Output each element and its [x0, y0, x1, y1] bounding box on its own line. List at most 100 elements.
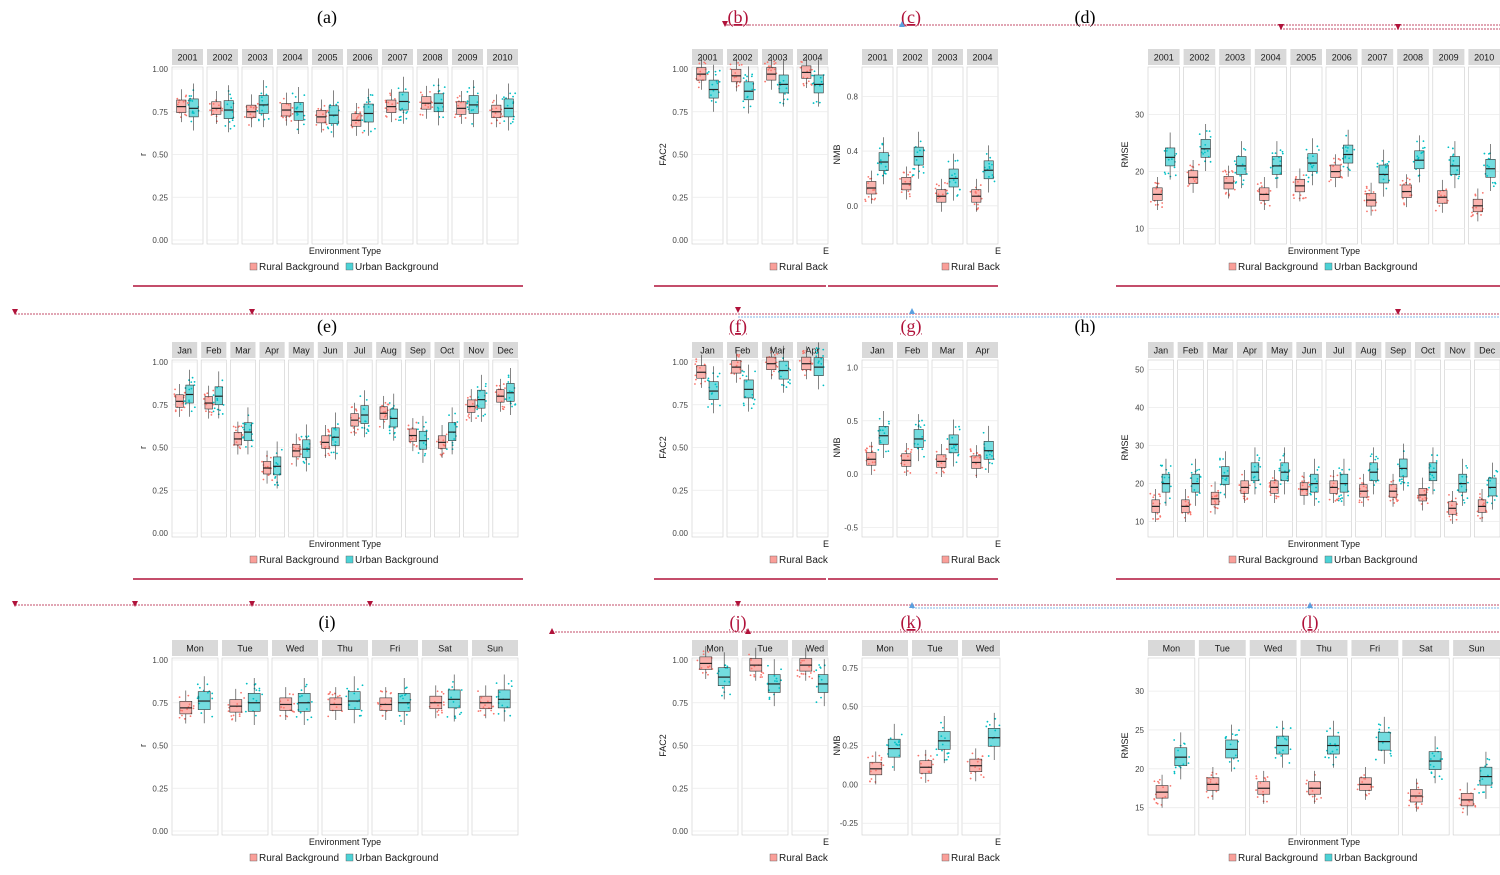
data-point	[174, 410, 177, 413]
data-point	[1458, 175, 1461, 178]
y-tick-label: 0.50	[842, 703, 858, 712]
data-point	[1295, 176, 1298, 178]
data-point	[279, 101, 282, 104]
data-point	[337, 423, 339, 425]
y-tick-label: -0.5	[844, 524, 858, 533]
data-point	[248, 124, 250, 126]
box-urban	[1219, 451, 1230, 499]
data-point	[1338, 495, 1341, 498]
facet: 2009	[451, 49, 484, 245]
data-point	[1256, 796, 1259, 798]
data-point	[1341, 497, 1344, 499]
panel-label: (g)	[901, 316, 922, 337]
data-point	[1225, 191, 1228, 194]
legend-key-rural	[941, 853, 950, 862]
data-point	[759, 676, 762, 679]
data-point	[191, 376, 194, 379]
data-point	[396, 102, 399, 105]
data-point	[303, 94, 306, 96]
data-point	[300, 435, 303, 438]
legend-label-urban: Urban Background	[355, 555, 438, 566]
facet-strip	[1326, 342, 1352, 358]
data-point	[920, 777, 923, 779]
data-point	[204, 394, 206, 397]
data-point	[1364, 192, 1367, 195]
data-point	[864, 200, 867, 203]
data-point	[1337, 499, 1340, 502]
box-urban	[212, 371, 225, 419]
data-point	[1158, 778, 1161, 781]
facet-strip-label: 2004	[1261, 53, 1281, 63]
data-point	[187, 694, 190, 697]
data-point	[1371, 209, 1374, 212]
legend-key-rural	[769, 262, 778, 271]
box-rural	[1458, 782, 1477, 816]
facet-strip	[452, 49, 483, 65]
data-point	[958, 425, 960, 428]
facet-strip-label: Jan	[870, 346, 885, 356]
data-point	[358, 420, 361, 423]
facet-strip	[1468, 49, 1500, 65]
data-point	[796, 669, 799, 672]
legend: Rural Background Urban Background	[249, 853, 438, 864]
facet-plot-area	[1300, 657, 1348, 836]
data-point	[916, 447, 919, 450]
data-point	[1307, 180, 1310, 183]
facet-strip	[1351, 640, 1399, 656]
data-point	[260, 113, 263, 116]
facet-strip	[762, 342, 793, 358]
box-urban	[300, 424, 311, 472]
data-point	[443, 703, 445, 706]
box-urban	[1428, 736, 1444, 784]
y-tick-label: 10	[1135, 225, 1144, 234]
facet-strip-label: Aug	[381, 346, 397, 356]
y-axis-title: r	[138, 153, 148, 156]
facet-plot-area	[311, 66, 344, 245]
box-urban	[272, 441, 283, 489]
y-axis-title: NMB	[832, 438, 842, 458]
box-urban	[777, 345, 792, 393]
data-point	[1268, 486, 1271, 488]
data-point	[389, 692, 392, 695]
data-point	[221, 413, 224, 415]
data-point	[867, 756, 870, 759]
data-point	[1454, 497, 1457, 500]
facet-strip	[967, 342, 998, 358]
data-point	[695, 360, 698, 363]
data-point	[1256, 454, 1259, 457]
legend-label-rural: Rural Background	[779, 262, 859, 273]
data-point	[742, 100, 745, 103]
data-point	[813, 670, 816, 673]
box-rural	[1388, 473, 1399, 507]
data-point	[921, 419, 923, 422]
data-point	[882, 764, 885, 767]
data-point	[417, 422, 420, 424]
data-point	[308, 463, 310, 465]
data-point	[1169, 465, 1172, 467]
data-point	[490, 122, 493, 125]
box-urban	[256, 80, 270, 128]
facet: Sat	[421, 640, 469, 836]
data-point	[326, 126, 329, 129]
legend: Rural Background	[769, 555, 828, 566]
data-point	[310, 700, 313, 703]
facet-plot-area	[1325, 359, 1352, 538]
data-point	[1320, 796, 1323, 799]
facet: Feb	[200, 342, 227, 538]
box-rural	[695, 56, 709, 90]
facet-strip-label: Fri	[1370, 644, 1381, 654]
facet-plot-area	[271, 657, 319, 836]
data-point	[501, 405, 504, 408]
facet-strip-label: Aug	[1360, 346, 1376, 356]
facet-strip-label: Wed	[286, 644, 304, 654]
panel-label: (f)	[729, 316, 747, 337]
facet-plot-area	[241, 66, 274, 245]
data-point	[1374, 458, 1377, 461]
facet-strip	[1219, 49, 1251, 65]
box-urban	[1309, 458, 1320, 506]
data-point	[1369, 455, 1372, 458]
data-point	[874, 197, 877, 200]
data-point	[459, 115, 461, 118]
data-point	[442, 452, 445, 455]
data-point	[884, 172, 887, 175]
